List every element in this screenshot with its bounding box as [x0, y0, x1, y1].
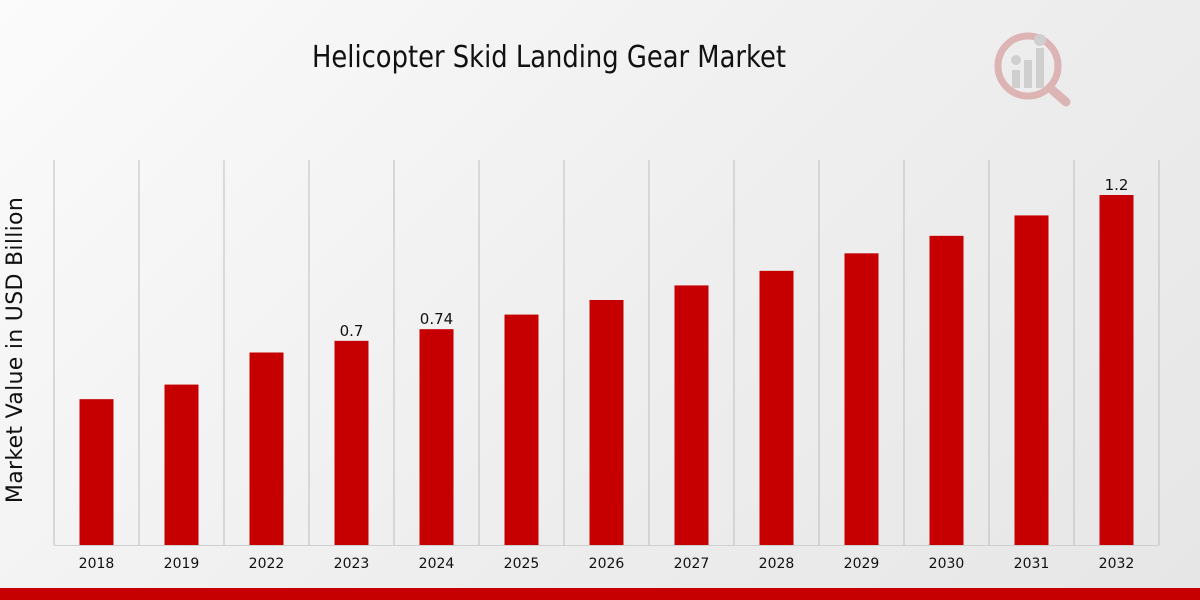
bar-2026 [589, 300, 624, 545]
x-tick-label: 2026 [589, 556, 625, 572]
x-tick-label: 2032 [1099, 556, 1135, 572]
data-label: 1.2 [1105, 176, 1129, 194]
bar-2025 [504, 314, 539, 545]
bar-2019 [164, 384, 199, 545]
x-tick-label: 2027 [674, 556, 710, 572]
logo-icon [994, 32, 1071, 107]
bottom-accent-bar [0, 588, 1200, 600]
x-tick-label: 2029 [844, 556, 880, 572]
x-tick-label: 2018 [79, 556, 115, 572]
x-tick-label: 2024 [419, 556, 455, 572]
bar-2024 [419, 329, 454, 545]
x-tick-label: 2031 [1014, 556, 1050, 572]
bar-2030 [929, 235, 964, 546]
data-label: 0.7 [340, 322, 364, 340]
bar-2022 [249, 352, 284, 545]
bar-2027 [674, 285, 709, 545]
x-tick-label: 2030 [929, 556, 965, 572]
gridlines [53, 160, 1160, 545]
x-tick-label: 2025 [504, 556, 540, 572]
x-tick-label: 2019 [164, 556, 200, 572]
chart-title: Helicopter Skid Landing Gear Market [312, 40, 787, 75]
bar-2029 [844, 253, 879, 546]
x-tick-label: 2028 [759, 556, 795, 572]
x-tick-label: 2023 [334, 556, 370, 572]
x-tick-label: 2022 [249, 556, 285, 572]
bar-2031 [1014, 215, 1049, 545]
bar-2032 [1099, 195, 1134, 545]
data-label: 0.74 [420, 310, 453, 328]
bar-2023 [334, 340, 369, 545]
bar-2028 [759, 270, 794, 545]
bar-2018 [79, 399, 114, 545]
